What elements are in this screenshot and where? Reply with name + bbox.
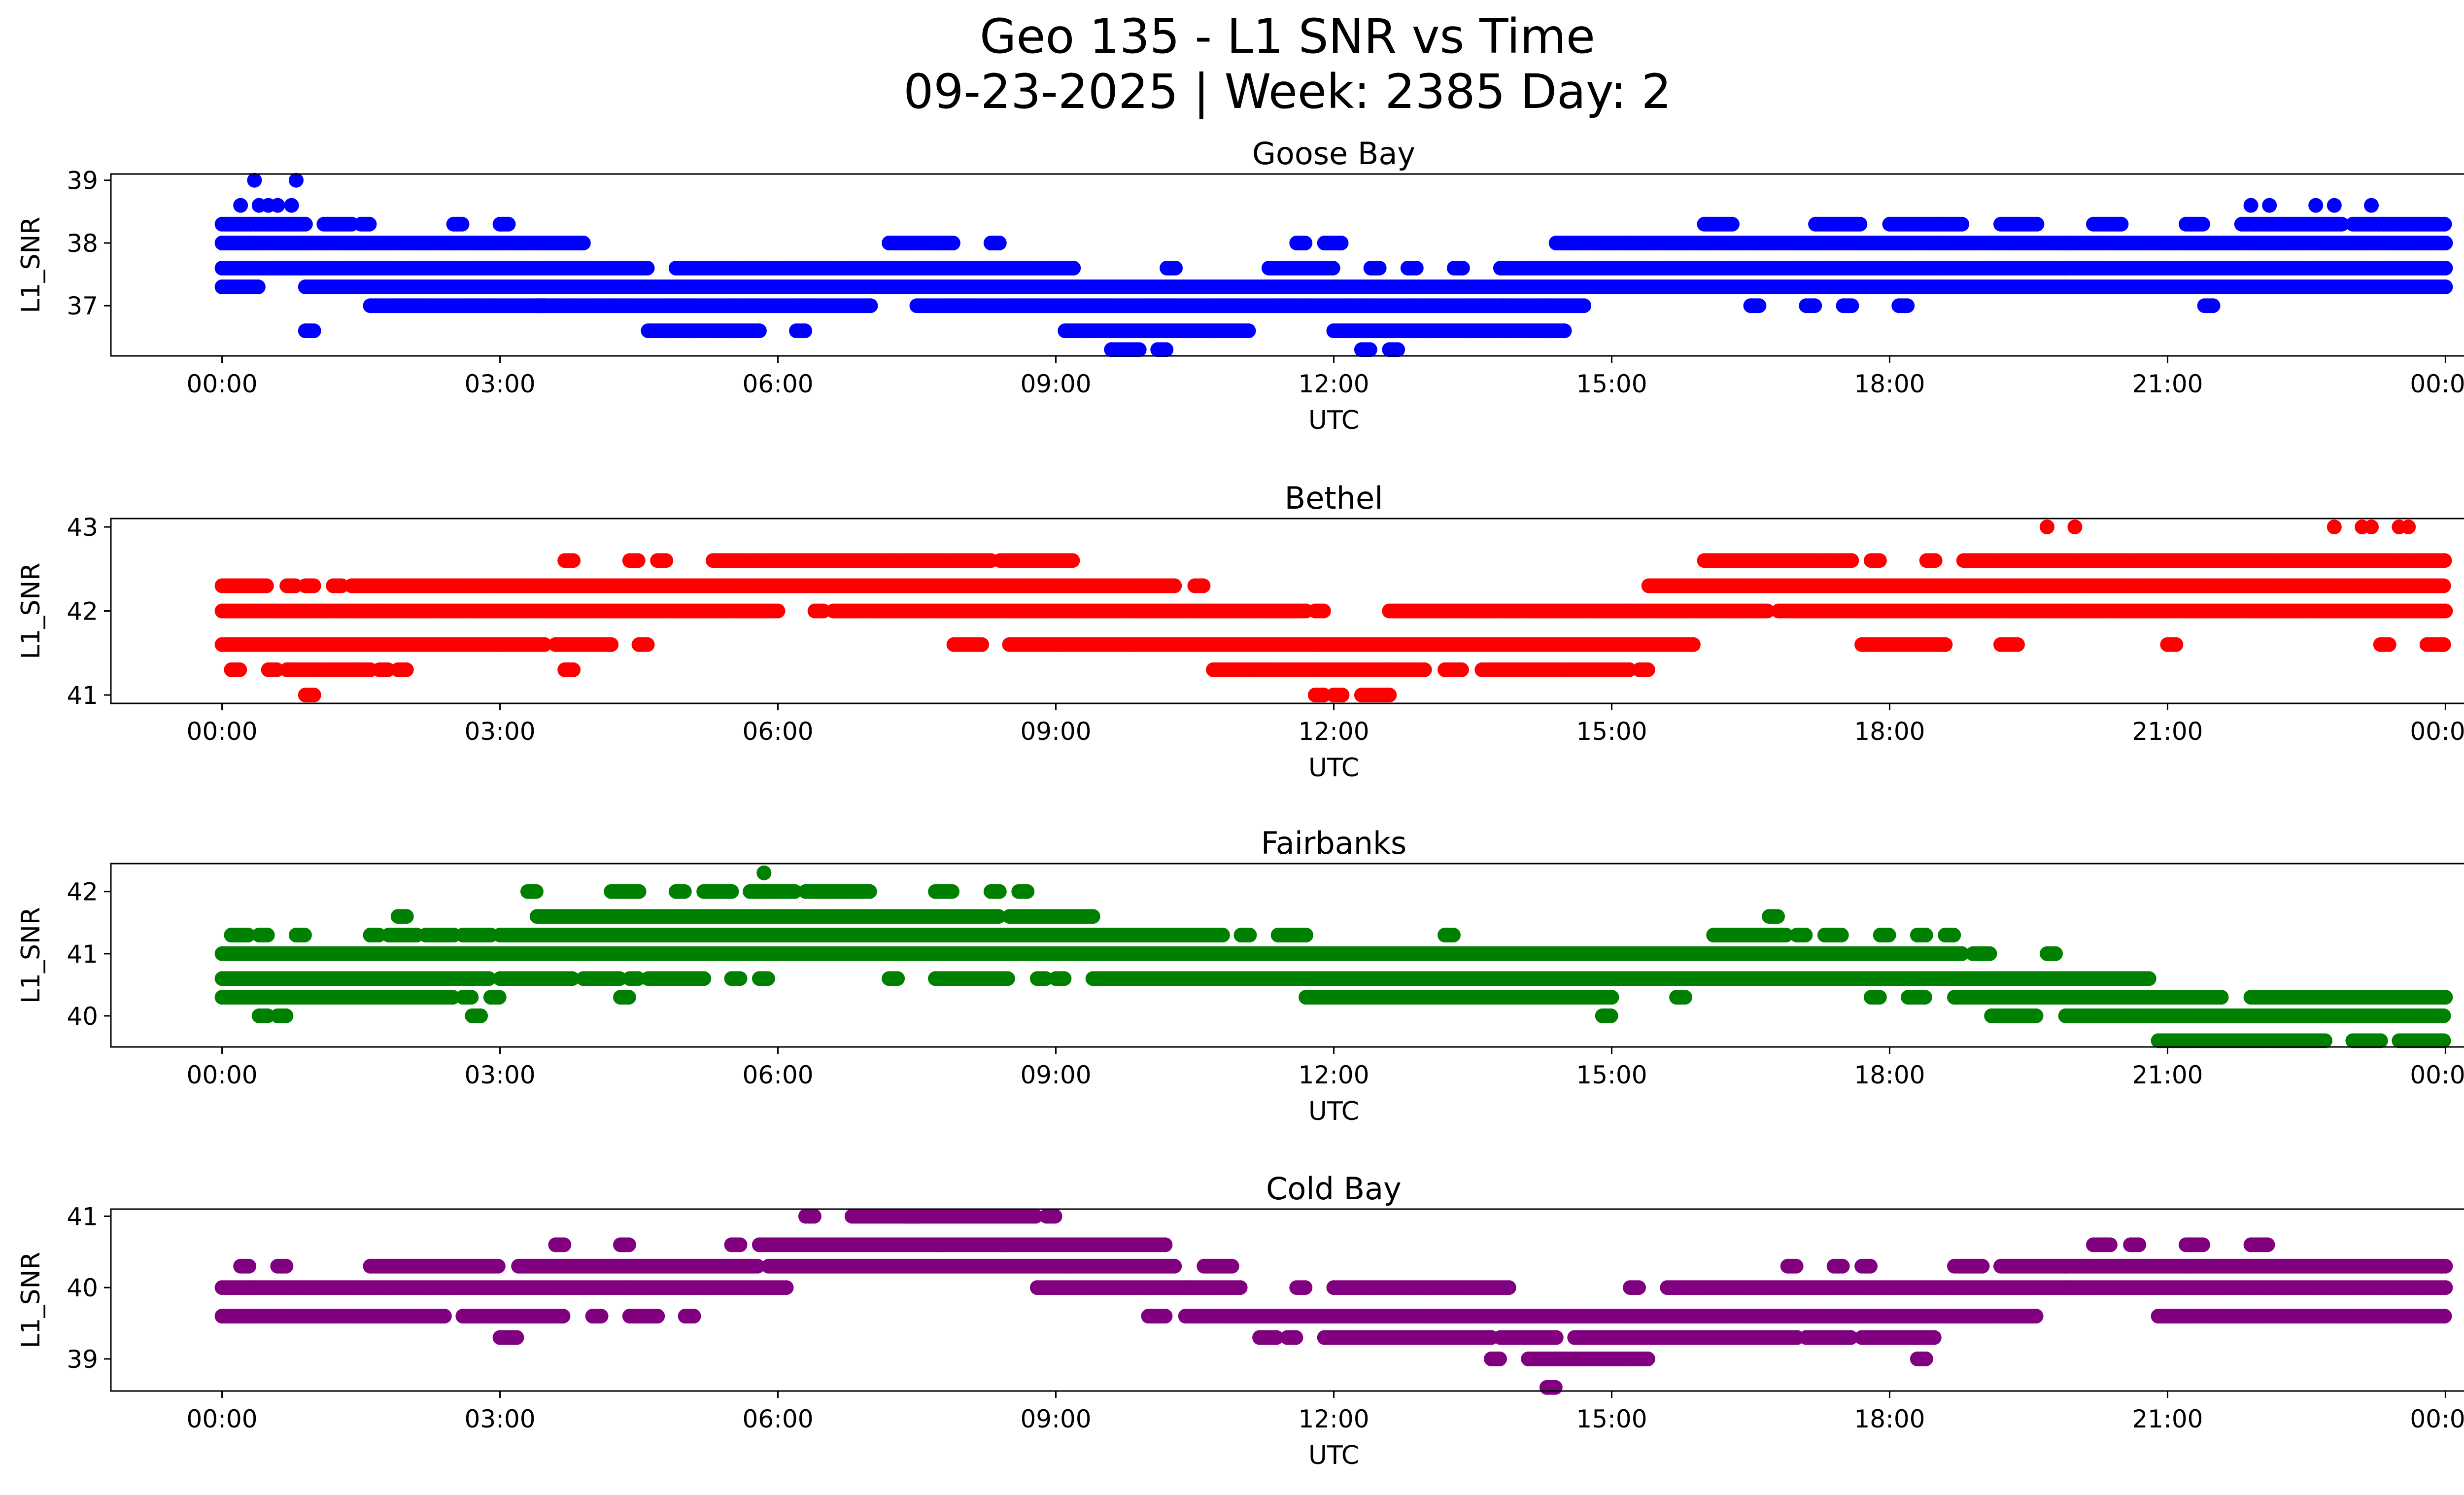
data-point [1362,342,1377,357]
data-point [2029,216,2045,232]
chart-goose-bay: Goose Bay 00:00 03:00 06:00 09:00 12:00 15:00 1… [16,136,2464,435]
data-point [1455,260,1470,276]
data-point [1852,216,1868,232]
data-point [2327,198,2342,213]
x-tick-label: 03:00 [465,370,536,398]
data-point [2243,198,2259,213]
data-point [2364,198,2379,213]
data-point [298,216,313,232]
data-point [247,173,262,188]
data-point [2114,216,2129,232]
data-point [2437,553,2452,568]
data-point [604,637,619,652]
data-point [1927,553,1943,568]
data-point [658,553,674,568]
x-tick-label: 06:00 [742,370,813,398]
data-point [2438,260,2453,276]
data-point [974,637,990,652]
data-point [1167,578,1182,593]
data-point [1131,342,1147,357]
data-point [1408,260,1424,276]
data-point [992,236,1007,250]
data-point [797,323,813,339]
data-point [454,216,470,232]
data-point [2308,198,2324,213]
data-point [1576,298,1592,313]
data-point [2205,298,2221,313]
x-tick-label: 00:00 [187,370,258,398]
data-point [1557,323,1572,339]
data-point [1807,298,1822,313]
data-point [306,323,321,339]
data-point [2438,236,2453,250]
data-point [2438,603,2453,619]
x-tick-label: 09:00 [1020,370,1091,398]
data-point [640,637,655,652]
data-point [770,603,786,619]
data-point [576,236,591,250]
data-point [566,553,581,568]
data-point [863,298,878,313]
x-tick-label: 15:00 [1576,370,1647,398]
data-point [1844,298,1859,313]
data-point [270,198,285,213]
data-point [289,173,304,188]
data-point [2436,578,2451,593]
data-point [1196,578,1211,593]
figure-title-line2: 09-23-2025 | Week: 2385 Day: 2 [903,64,1672,119]
data-point [1168,260,1183,276]
chart-title: Bethel [1285,480,1383,516]
y-axis-label: L1_SNR [16,216,46,313]
data-point [1954,216,1970,232]
data-point [250,279,266,294]
data-point [1872,553,1887,568]
data-point [1159,342,1174,357]
y-tick-label: 38 [67,229,98,258]
data-point [1066,260,1081,276]
data-point [2437,216,2452,232]
data-point [752,323,767,339]
data-point [1371,260,1387,276]
data-point [1390,342,1405,357]
data-point [640,260,655,276]
x-tick-label: 21:00 [2132,370,2203,398]
data-point [233,198,248,213]
data-point [306,578,321,593]
data-point [501,216,516,232]
x-tick-label: 12:00 [1298,370,1369,398]
scatter-points [214,173,2453,357]
data-point [2262,198,2277,213]
data-point [1325,260,1340,276]
data-point [1065,553,1080,568]
chart-title: Goose Bay [1252,136,1415,172]
data-point [1241,323,1256,339]
scatter-points [214,520,2453,702]
figure-title-line1: Geo 135 - L1 SNR vs Time [980,9,1595,64]
figure-title: Geo 135 - L1 SNR vs Time 09-23-2025 | We… [0,9,2464,119]
data-point [1316,603,1331,619]
data-point [945,236,960,250]
data-point [1724,216,1740,232]
data-point [630,553,646,568]
x-axis-label: UTC [1308,406,1359,435]
data-point [1844,553,1859,568]
data-point [1298,236,1313,250]
data-point [284,198,299,213]
data-point [259,578,274,593]
y-tick-label: 37 [67,292,98,320]
y-tick-label: 39 [67,167,98,195]
data-point [1751,298,1767,313]
data-point [2438,279,2453,294]
data-point [1900,298,1915,313]
x-tick-label: 00:00 [2410,370,2464,398]
data-point [1334,236,1349,250]
data-point [2195,216,2210,232]
data-point [362,216,377,232]
data-point [2334,216,2349,232]
x-tick-label: 18:00 [1854,370,1925,398]
